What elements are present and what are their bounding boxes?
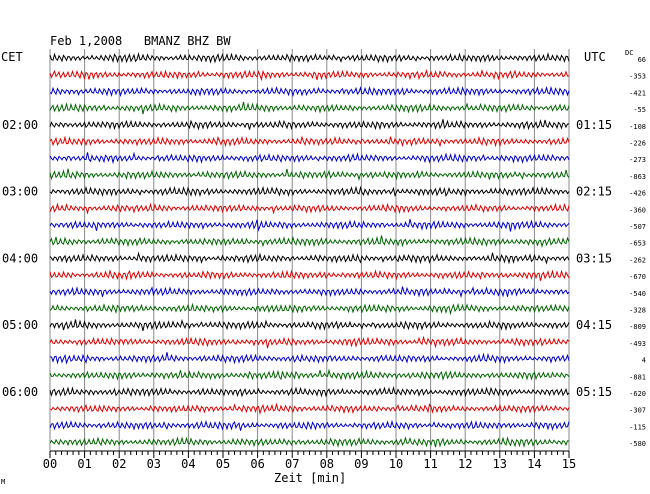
seismic-trace xyxy=(49,286,570,299)
left-timezone-label: CET xyxy=(1,50,23,64)
dc-header-label: DC xyxy=(625,49,634,57)
right-time-label: 01:15 xyxy=(576,118,612,132)
dc-offset-value: -507 xyxy=(629,223,646,231)
seismic-trace xyxy=(49,235,570,249)
seismic-trace xyxy=(49,402,570,416)
seismic-trace xyxy=(49,251,570,265)
dc-offset-value: -55 xyxy=(633,106,646,114)
x-tick-label: 00 xyxy=(43,457,57,471)
x-tick-label: 14 xyxy=(527,457,541,471)
seismic-trace xyxy=(49,101,570,115)
time-labels: 02:00 03:00 04:00 05:00 06:00 01:15 02:15 03:15… xyxy=(2,56,646,448)
seismic-trace xyxy=(49,269,570,281)
x-tick-label: 15 xyxy=(562,457,576,471)
dc-offset-value: -108 xyxy=(629,123,646,131)
right-time-label: 03:15 xyxy=(576,251,612,265)
x-tick-label: 09 xyxy=(354,457,368,471)
x-axis-label: Zeit [min] xyxy=(274,471,347,485)
dc-offset-value: -653 xyxy=(629,240,646,248)
x-tick-label: 12 xyxy=(458,457,472,471)
seismic-trace xyxy=(49,386,570,398)
dc-offset-value: -863 xyxy=(629,173,646,181)
right-time-label: 04:15 xyxy=(576,318,612,332)
dc-offset-value: -226 xyxy=(629,140,646,148)
dc-offset-value: -540 xyxy=(629,290,646,298)
seismic-trace xyxy=(49,51,570,64)
seismic-trace xyxy=(49,119,570,131)
seismic-trace xyxy=(49,318,570,332)
seismic-trace xyxy=(49,335,570,349)
seismic-trace xyxy=(49,219,570,232)
left-hour-label: 03:00 xyxy=(2,185,38,199)
x-tick-label: 08 xyxy=(320,457,334,471)
seismic-trace xyxy=(49,419,570,432)
corner-mark: M xyxy=(1,478,6,486)
seismic-trace xyxy=(49,352,570,365)
x-tick-label: 03 xyxy=(147,457,161,471)
left-hour-label: 05:00 xyxy=(2,318,38,332)
dc-offset-value: -353 xyxy=(629,73,646,81)
x-tick-label: 10 xyxy=(389,457,403,471)
dc-offset-value: -580 xyxy=(629,440,646,448)
left-hour-label: 06:00 xyxy=(2,385,38,399)
right-time-label: 05:15 xyxy=(576,385,612,399)
x-axis: 00 01 02 03 04 05 06 07 08 09 10 11 12 13 14 15 xyxy=(43,450,576,471)
seismic-trace xyxy=(49,135,570,148)
dc-offset-value: 4 xyxy=(642,357,646,365)
dc-offset-value: -426 xyxy=(629,190,646,198)
dc-offset-value: -421 xyxy=(629,89,646,97)
dc-offset-value: -620 xyxy=(629,390,646,398)
seismic-trace xyxy=(49,168,570,181)
seismic-trace xyxy=(49,302,570,316)
seismic-trace xyxy=(49,368,570,382)
right-timezone-label: UTC xyxy=(584,50,606,64)
seismic-trace xyxy=(49,68,570,82)
left-hour-label: 02:00 xyxy=(2,118,38,132)
x-tick-label: 05 xyxy=(216,457,230,471)
dc-offset-value: -493 xyxy=(629,340,646,348)
dc-offset-value: -262 xyxy=(629,256,646,264)
seismic-trace xyxy=(49,202,570,215)
x-tick-label: 07 xyxy=(285,457,299,471)
x-tick-label: 01 xyxy=(77,457,91,471)
dc-offset-value: -809 xyxy=(629,323,646,331)
seismic-trace xyxy=(49,151,570,165)
dc-offset-value: -328 xyxy=(629,307,646,315)
dc-offset-value: -881 xyxy=(629,373,646,381)
seismic-trace xyxy=(49,185,570,198)
dc-offset-value: -273 xyxy=(629,156,646,164)
dc-offset-value: -307 xyxy=(629,407,646,415)
seismic-traces xyxy=(49,51,570,448)
chart-title: Feb 1,2008 BMANZ BHZ BW xyxy=(50,34,231,48)
x-tick-label: 11 xyxy=(423,457,437,471)
x-tick-label: 06 xyxy=(250,457,264,471)
seismic-trace xyxy=(49,85,570,98)
right-time-label: 02:15 xyxy=(576,185,612,199)
grid-lines xyxy=(49,49,570,451)
dc-offset-value: 66 xyxy=(638,56,646,64)
dc-offset-value: -670 xyxy=(629,273,646,281)
x-tick-label: 02 xyxy=(112,457,126,471)
x-tick-label: 13 xyxy=(493,457,507,471)
left-hour-label: 04:00 xyxy=(2,251,38,265)
seismic-trace xyxy=(49,436,570,448)
x-tick-label: 04 xyxy=(181,457,195,471)
dc-offset-value: -115 xyxy=(629,423,646,431)
dc-offset-value: -360 xyxy=(629,206,646,214)
